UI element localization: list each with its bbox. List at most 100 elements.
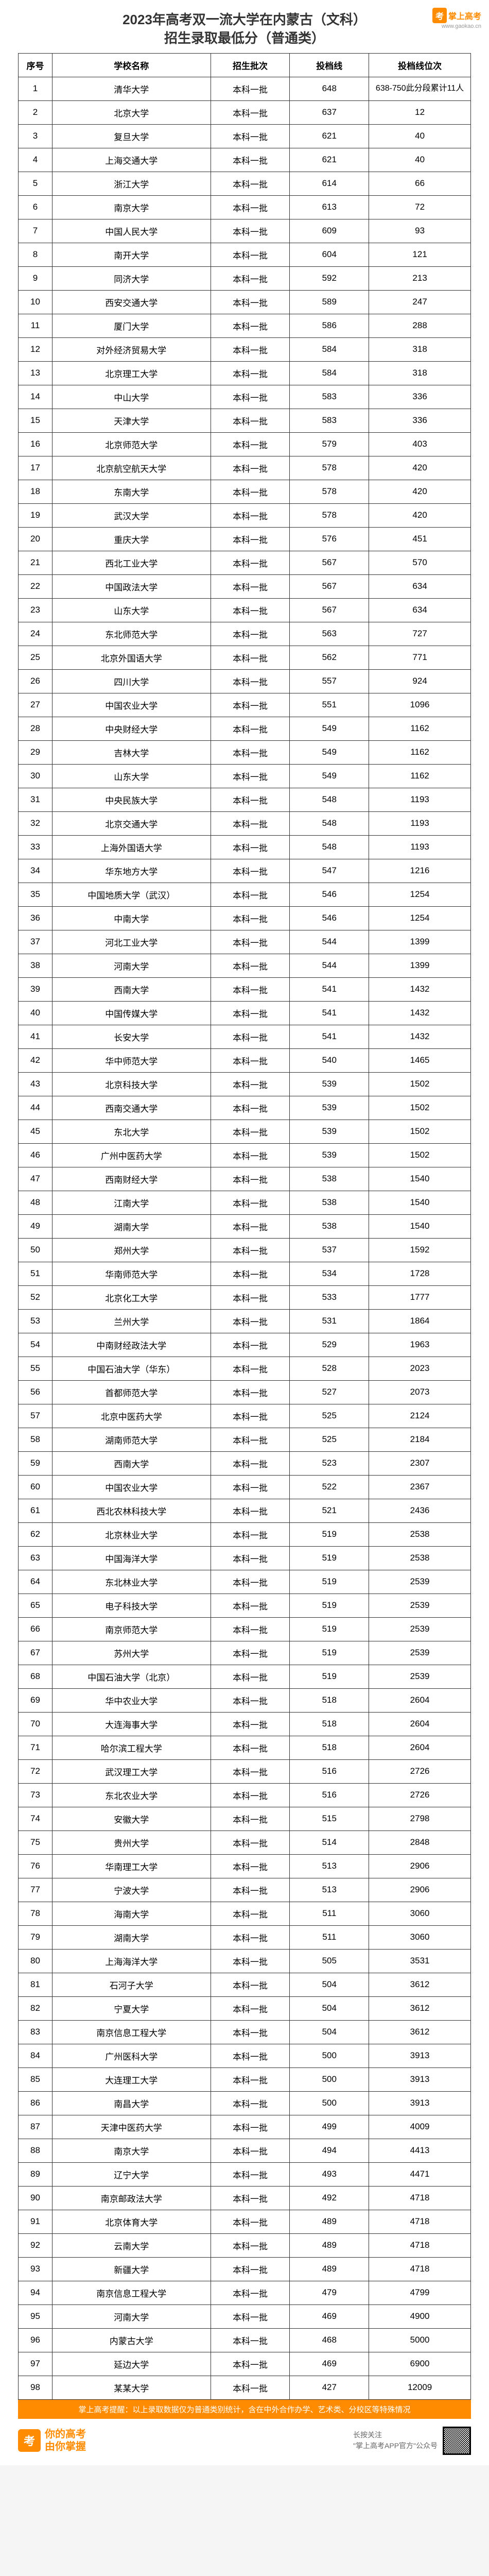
- header-logo: 考 掌上高考 www.gaokao.cn: [432, 8, 481, 29]
- cell-index: 13: [19, 361, 53, 385]
- cell-batch: 本科一批: [211, 693, 290, 717]
- cell-batch: 本科一批: [211, 1522, 290, 1546]
- cell-rank: 2726: [369, 1759, 471, 1783]
- cell-rank: 1432: [369, 977, 471, 1001]
- cell-school: 山东大学: [52, 764, 211, 788]
- table-row: 95河南大学本科一批4694900: [19, 2304, 471, 2328]
- cell-batch: 本科一批: [211, 1594, 290, 1617]
- cell-rank: 2539: [369, 1617, 471, 1641]
- cell-batch: 本科一批: [211, 1665, 290, 1688]
- cell-rank: 1592: [369, 1238, 471, 1262]
- cell-rank: 1216: [369, 859, 471, 883]
- cell-rank: 4718: [369, 2257, 471, 2281]
- cell-batch: 本科一批: [211, 1831, 290, 1854]
- cell-index: 50: [19, 1238, 53, 1262]
- cell-rank: 2539: [369, 1641, 471, 1665]
- cell-batch: 本科一批: [211, 2139, 290, 2162]
- cell-batch: 本科一批: [211, 717, 290, 740]
- cell-rank: 1162: [369, 764, 471, 788]
- cell-score: 549: [290, 764, 369, 788]
- cell-score: 519: [290, 1594, 369, 1617]
- cell-batch: 本科一批: [211, 1451, 290, 1475]
- cell-score: 528: [290, 1357, 369, 1380]
- bottom-bar: 考 你的高考 由你掌握 长按关注 "掌上高考APP官方"公众号: [0, 2419, 489, 2465]
- table-row: 71哈尔滨工程大学本科一批5182604: [19, 1736, 471, 1759]
- cell-school: 上海交通大学: [52, 148, 211, 172]
- cell-rank: 6900: [369, 2352, 471, 2376]
- cell-index: 9: [19, 266, 53, 290]
- table-row: 69华中农业大学本科一批5182604: [19, 1688, 471, 1712]
- cell-rank: 1502: [369, 1143, 471, 1167]
- cell-score: 527: [290, 1380, 369, 1404]
- cell-rank: 727: [369, 622, 471, 646]
- cell-batch: 本科一批: [211, 1949, 290, 1973]
- cell-batch: 本科一批: [211, 764, 290, 788]
- bottom-text: 长按关注 "掌上高考APP官方"公众号: [353, 2430, 438, 2451]
- cell-batch: 本科一批: [211, 432, 290, 456]
- table-row: 5浙江大学本科一批61466: [19, 172, 471, 195]
- cell-school: 上海外国语大学: [52, 835, 211, 859]
- cell-school: 湖南大学: [52, 1214, 211, 1238]
- table-row: 1清华大学本科一批648638-750此分段累计11人: [19, 77, 471, 100]
- cell-batch: 本科一批: [211, 100, 290, 124]
- table-row: 38河南大学本科一批5441399: [19, 954, 471, 977]
- cell-rank: 570: [369, 551, 471, 574]
- cell-school: 南京邮政法大学: [52, 2186, 211, 2210]
- table-row: 18东南大学本科一批578420: [19, 480, 471, 503]
- cell-score: 541: [290, 1001, 369, 1025]
- table-row: 4上海交通大学本科一批62140: [19, 148, 471, 172]
- cell-batch: 本科一批: [211, 2352, 290, 2376]
- cell-batch: 本科一批: [211, 1333, 290, 1357]
- cell-school: 中国农业大学: [52, 1475, 211, 1499]
- cell-score: 621: [290, 148, 369, 172]
- cell-score: 518: [290, 1736, 369, 1759]
- cell-score: 578: [290, 480, 369, 503]
- cell-school: 南京信息工程大学: [52, 2020, 211, 2044]
- cell-rank: 4900: [369, 2304, 471, 2328]
- cell-batch: 本科一批: [211, 1262, 290, 1285]
- cell-index: 38: [19, 954, 53, 977]
- table-row: 29吉林大学本科一批5491162: [19, 740, 471, 764]
- cell-index: 27: [19, 693, 53, 717]
- cell-rank: 2604: [369, 1712, 471, 1736]
- cell-score: 479: [290, 2281, 369, 2304]
- cell-index: 56: [19, 1380, 53, 1404]
- cell-index: 61: [19, 1499, 53, 1522]
- table-row: 56首都师范大学本科一批5272073: [19, 1380, 471, 1404]
- table-row: 28中央财经大学本科一批5491162: [19, 717, 471, 740]
- cell-batch: 本科一批: [211, 883, 290, 906]
- cell-batch: 本科一批: [211, 2304, 290, 2328]
- cell-school: 中央财经大学: [52, 717, 211, 740]
- cell-batch: 本科一批: [211, 1736, 290, 1759]
- cell-school: 首都师范大学: [52, 1380, 211, 1404]
- cell-index: 74: [19, 1807, 53, 1831]
- cell-rank: 2184: [369, 1428, 471, 1451]
- cell-index: 8: [19, 243, 53, 266]
- cell-rank: 40: [369, 124, 471, 148]
- cell-score: 519: [290, 1546, 369, 1570]
- cell-rank: 336: [369, 385, 471, 409]
- cell-score: 592: [290, 266, 369, 290]
- cell-batch: 本科一批: [211, 1309, 290, 1333]
- table-row: 10西安交通大学本科一批589247: [19, 290, 471, 314]
- table-row: 75贵州大学本科一批5142848: [19, 1831, 471, 1854]
- table-row: 34华东地方大学本科一批5471216: [19, 859, 471, 883]
- table-row: 48江南大学本科一批5381540: [19, 1191, 471, 1214]
- cell-batch: 本科一批: [211, 77, 290, 100]
- table-row: 82宁夏大学本科一批5043612: [19, 1996, 471, 2020]
- table-row: 25北京外国语大学本科一批562771: [19, 646, 471, 669]
- cell-school: 北京林业大学: [52, 1522, 211, 1546]
- cell-score: 541: [290, 977, 369, 1001]
- cell-index: 65: [19, 1594, 53, 1617]
- cell-rank: 93: [369, 219, 471, 243]
- cell-rank: 1502: [369, 1096, 471, 1120]
- cell-batch: 本科一批: [211, 290, 290, 314]
- cell-index: 34: [19, 859, 53, 883]
- table-row: 98某某大学本科一批42712009: [19, 2376, 471, 2399]
- cell-rank: 121: [369, 243, 471, 266]
- cell-school: 中南财经政法大学: [52, 1333, 211, 1357]
- cell-index: 76: [19, 1854, 53, 1878]
- table-row: 27中国农业大学本科一批5511096: [19, 693, 471, 717]
- cell-school: 宁夏大学: [52, 1996, 211, 2020]
- cell-score: 576: [290, 527, 369, 551]
